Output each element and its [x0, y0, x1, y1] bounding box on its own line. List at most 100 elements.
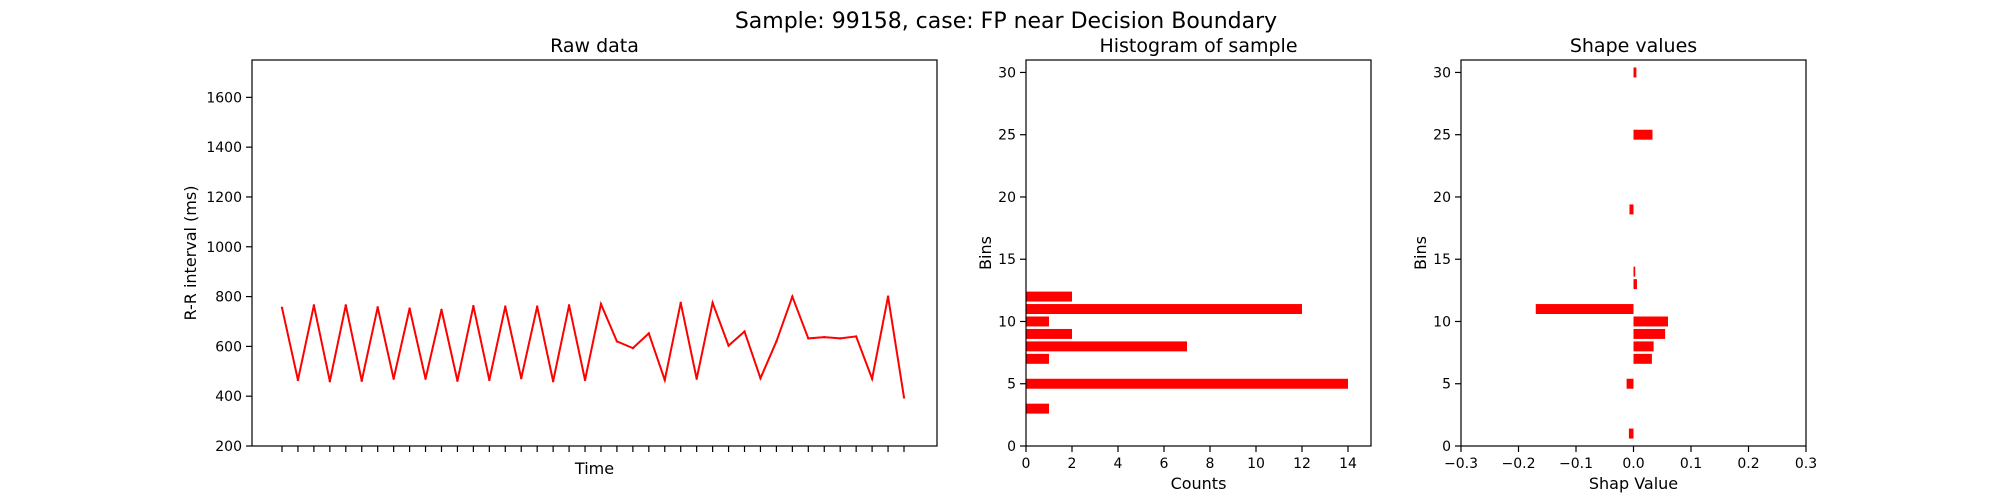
shap-bar [1633, 266, 1636, 277]
y-tick-label: 25 [1433, 128, 1451, 144]
histogram-bar [1026, 341, 1187, 352]
rr-point [599, 302, 603, 306]
shap-bar [1626, 378, 1634, 389]
histogram-title: Histogram of sample [1099, 35, 1297, 57]
x-tick-label: 0.0 [1622, 456, 1644, 472]
rr-point [647, 332, 651, 335]
rr-interval-line [281, 293, 905, 398]
rr-point [328, 380, 332, 383]
histogram-bar [1026, 316, 1049, 327]
x-tick-label: −0.3 [1444, 456, 1478, 472]
x-tick-label: 12 [1293, 456, 1311, 472]
y-tick-label: 10 [998, 314, 1016, 330]
histogram-bar [1026, 291, 1072, 302]
rr-point [902, 396, 906, 399]
histogram-bar [1026, 304, 1302, 315]
y-tick-label: 30 [1433, 65, 1451, 81]
y-axis-label: R-R interval (ms) [181, 186, 200, 321]
shap-values-panel: Shape values 0 5 10 15 20 25 30 −0.3 −0.2 −0.1 0.0 0… [1411, 35, 1817, 493]
y-tick-label: 1400 [206, 140, 242, 156]
rr-point [791, 295, 794, 298]
rr-point [296, 378, 300, 382]
rr-point [567, 304, 571, 307]
shap-bar [1633, 129, 1653, 140]
rr-point [392, 377, 395, 380]
y-tick-label: 30 [998, 65, 1016, 81]
x-tick-label: 2 [1068, 456, 1077, 472]
y-tick-label: 0 [1442, 439, 1451, 455]
y-tick-label: 0 [1007, 439, 1016, 455]
shap-bar [1633, 316, 1668, 327]
y-tick-label: 10 [1433, 314, 1451, 330]
y-tick-label: 200 [215, 439, 242, 455]
rr-point [743, 330, 746, 333]
y-tick-label: 15 [998, 252, 1016, 268]
rr-point [839, 337, 842, 340]
rr-point [488, 378, 491, 382]
y-tick-label: 25 [998, 128, 1016, 144]
shap-bar [1633, 67, 1637, 78]
y-tick-label: 800 [215, 290, 242, 306]
rr-point [344, 304, 347, 307]
y-tick-label: 600 [215, 339, 242, 355]
rr-point [520, 377, 523, 380]
rr-point [870, 377, 874, 380]
y-tick-label: 20 [1433, 190, 1451, 206]
x-tick-label: 0.1 [1680, 456, 1702, 472]
rr-point [424, 377, 427, 380]
rr-point [854, 335, 858, 338]
x-tick-label: 6 [1160, 456, 1169, 472]
rr-point [695, 377, 698, 380]
rr-point [886, 295, 890, 298]
shap-bar [1633, 341, 1654, 352]
x-tick-label: 0.2 [1737, 456, 1759, 472]
x-tick-label: 10 [1247, 456, 1265, 472]
x-tick-label: 14 [1339, 456, 1357, 472]
shap-bar [1535, 304, 1634, 315]
x-tick-label: 0 [1022, 456, 1031, 472]
shap-bar [1628, 428, 1634, 439]
x-tick-label: −0.2 [1502, 456, 1536, 472]
histogram-bar [1026, 403, 1049, 414]
shap-title: Shape values [1570, 35, 1697, 57]
rr-point [535, 305, 539, 308]
rr-point [312, 304, 316, 307]
x-axis-label: Shap Value [1589, 474, 1678, 493]
rr-point [280, 306, 284, 309]
x-axis-label: Counts [1171, 474, 1227, 493]
y-tick-label: 5 [1442, 377, 1451, 393]
x-tick-label: 0.3 [1795, 456, 1817, 472]
x-tick-label: 4 [1114, 456, 1123, 472]
raw-data-panel: Raw data 200 400 600 800 1000 1200 1400 1600 Time… [181, 35, 938, 478]
rr-point [631, 346, 635, 350]
rr-point [807, 337, 810, 340]
histogram-panel: Histogram of sample 0 5 10 15 20 25 30 0 2 4 6 8 10 12… [976, 35, 1372, 493]
raw-data-title: Raw data [550, 35, 639, 57]
raw-data-frame [251, 59, 938, 447]
rr-point [823, 335, 826, 339]
rr-point [615, 340, 619, 343]
rr-point [663, 378, 666, 382]
y-tick-label: 5 [1007, 377, 1016, 393]
histogram-bar [1026, 353, 1049, 364]
histogram-bar [1026, 328, 1072, 339]
rr-point [711, 301, 714, 305]
shap-bar [1633, 279, 1637, 290]
rr-point [376, 306, 379, 309]
rr-point [472, 304, 475, 308]
rr-point [440, 308, 443, 311]
shap-bar [1633, 328, 1666, 339]
histogram-bar [1026, 378, 1348, 389]
y-tick-label: 1200 [206, 190, 242, 206]
rr-point [360, 379, 363, 382]
rr-point [775, 340, 778, 343]
y-tick-label: 15 [1433, 252, 1451, 268]
histogram-frame [1025, 59, 1372, 447]
rr-point [583, 378, 587, 382]
y-tick-label: 400 [215, 389, 242, 405]
rr-point [504, 305, 507, 308]
y-axis-label: Bins [976, 236, 995, 270]
y-tick-label: 1000 [206, 240, 242, 256]
rr-point [679, 301, 682, 305]
